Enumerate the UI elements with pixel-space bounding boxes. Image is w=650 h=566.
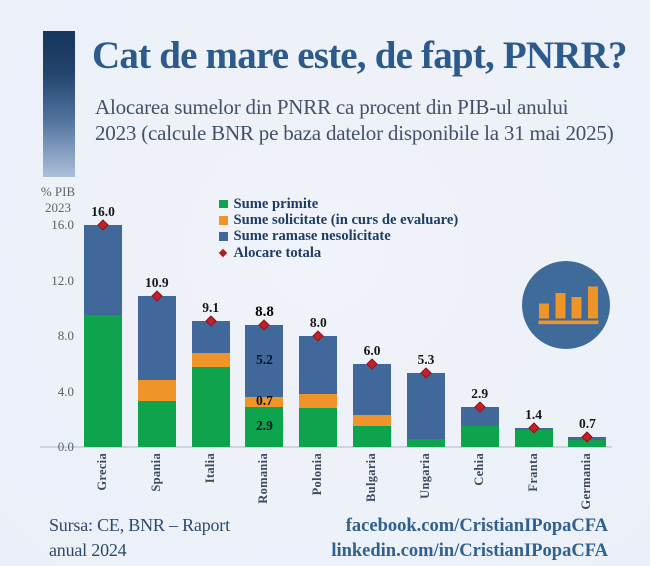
- subtitle-line-1: Alocarea sumelor din PNRR ca procent din…: [95, 95, 569, 119]
- segment-value-label: 5.2: [256, 351, 273, 367]
- total-value-label: 2.9: [471, 385, 489, 401]
- page-subtitle: Alocarea sumelor din PNRR ca procent din…: [95, 95, 635, 146]
- chart-legend: Sume primite Sume solicitate (in curs de…: [218, 196, 458, 261]
- segment-value-label: 2.9: [256, 417, 273, 433]
- category-label: Franta: [525, 453, 540, 492]
- bar-segment: [568, 440, 607, 447]
- source-note: Sursa: CE, BNR – Raport anual 2024: [49, 513, 329, 562]
- bar-segment: [460, 426, 499, 447]
- bar-segment: [460, 406, 499, 427]
- bar-segment: [353, 415, 392, 427]
- bar-segment: [406, 373, 445, 439]
- total-value-label: 6.0: [363, 342, 381, 358]
- y-tick-label: 16.0: [51, 217, 74, 232]
- bar-chart-circle-icon: [522, 261, 610, 349]
- bar-segment: [299, 408, 338, 447]
- bar-segment: [84, 315, 122, 447]
- total-value-label: 1.4: [525, 406, 542, 422]
- category-label: Germania: [579, 453, 594, 510]
- category-label: Spania: [148, 453, 163, 492]
- linkedin-link[interactable]: linkedin.com/in/CristianIPopaCFA: [331, 540, 608, 561]
- accent-gradient-bar: [43, 31, 75, 177]
- total-value-label: 8.0: [309, 315, 327, 330]
- blue-square-icon: [219, 232, 228, 241]
- subtitle-line-2: 2023 (calcule BNR pe baza datelor dispon…: [95, 120, 614, 145]
- category-label: Grecia: [95, 453, 109, 491]
- legend-item-alocare-totala: Alocare totala: [218, 244, 458, 261]
- bar-segment: [137, 295, 176, 381]
- segment-value-label: 0.7: [256, 392, 273, 408]
- y-axis-unit-line-1: % PIB: [40, 184, 76, 199]
- category-label: Polonia: [310, 453, 325, 496]
- category-label: Romania: [256, 453, 271, 504]
- bar-segment: [514, 430, 553, 447]
- source-line-1: Sursa: CE, BNR – Raport: [49, 515, 230, 535]
- total-value-label: 16.0: [91, 204, 115, 219]
- bar-segment: [245, 406, 284, 447]
- y-tick-label: 4.0: [57, 383, 74, 399]
- y-tick-label: 0.0: [57, 439, 74, 454]
- bar-segment: [137, 380, 176, 402]
- y-axis-unit-label: % PIB 2023: [28, 184, 88, 215]
- red-diamond-icon: [218, 248, 228, 258]
- legend-item-sume-ramase: Sume ramase nesolicitate: [219, 228, 458, 245]
- legend-item-sume-solicitate: Sume solicitate (in curs de evaluare): [219, 212, 458, 228]
- y-tick-label: 8.0: [57, 328, 74, 343]
- bar-segment: [299, 336, 338, 395]
- category-label: Bulgaria: [364, 453, 379, 502]
- bar-segment: [84, 225, 122, 316]
- bar-segment: [353, 363, 392, 416]
- category-label: Ungaria: [417, 453, 432, 499]
- category-label: Cehia: [471, 453, 486, 486]
- total-value-label: 9.1: [202, 299, 220, 315]
- bar-segment: [191, 366, 230, 447]
- social-links: facebook.com/CristianIPopaCFA linkedin.c…: [308, 514, 608, 563]
- legend-label: Sume primite: [233, 195, 319, 212]
- orange-square-icon: [219, 216, 228, 225]
- legend-label: Alocare totala: [233, 244, 322, 261]
- bar-segment: [137, 401, 176, 447]
- bar-segment: [191, 352, 230, 367]
- category-label: Italia: [202, 453, 217, 484]
- legend-label: Sume solicitate (in curs de evaluare): [233, 211, 459, 228]
- bar-segment: [353, 426, 392, 447]
- total-value-label: 0.7: [578, 416, 596, 432]
- legend-item-sume-primite: Sume primite: [219, 196, 458, 212]
- total-value-label: 5.3: [417, 352, 435, 368]
- y-axis-unit-line-2: 2023: [45, 199, 71, 215]
- y-tick-label: 12.0: [51, 272, 74, 288]
- bar-segment: [245, 397, 284, 407]
- legend-label: Sume ramase nesolicitate: [233, 228, 391, 245]
- total-value-label: 10.9: [145, 274, 169, 290]
- bar-segment: [406, 438, 445, 447]
- page-title: Cat de mare este, de fapt, PNRR?: [92, 34, 628, 77]
- total-value-label: 8.8: [255, 303, 274, 320]
- facebook-link[interactable]: facebook.com/CristianIPopaCFA: [345, 516, 608, 536]
- source-line-2: anual 2024: [49, 539, 127, 560]
- bar-segment: [299, 394, 338, 409]
- green-square-icon: [219, 199, 228, 209]
- bar-segment: [245, 324, 284, 398]
